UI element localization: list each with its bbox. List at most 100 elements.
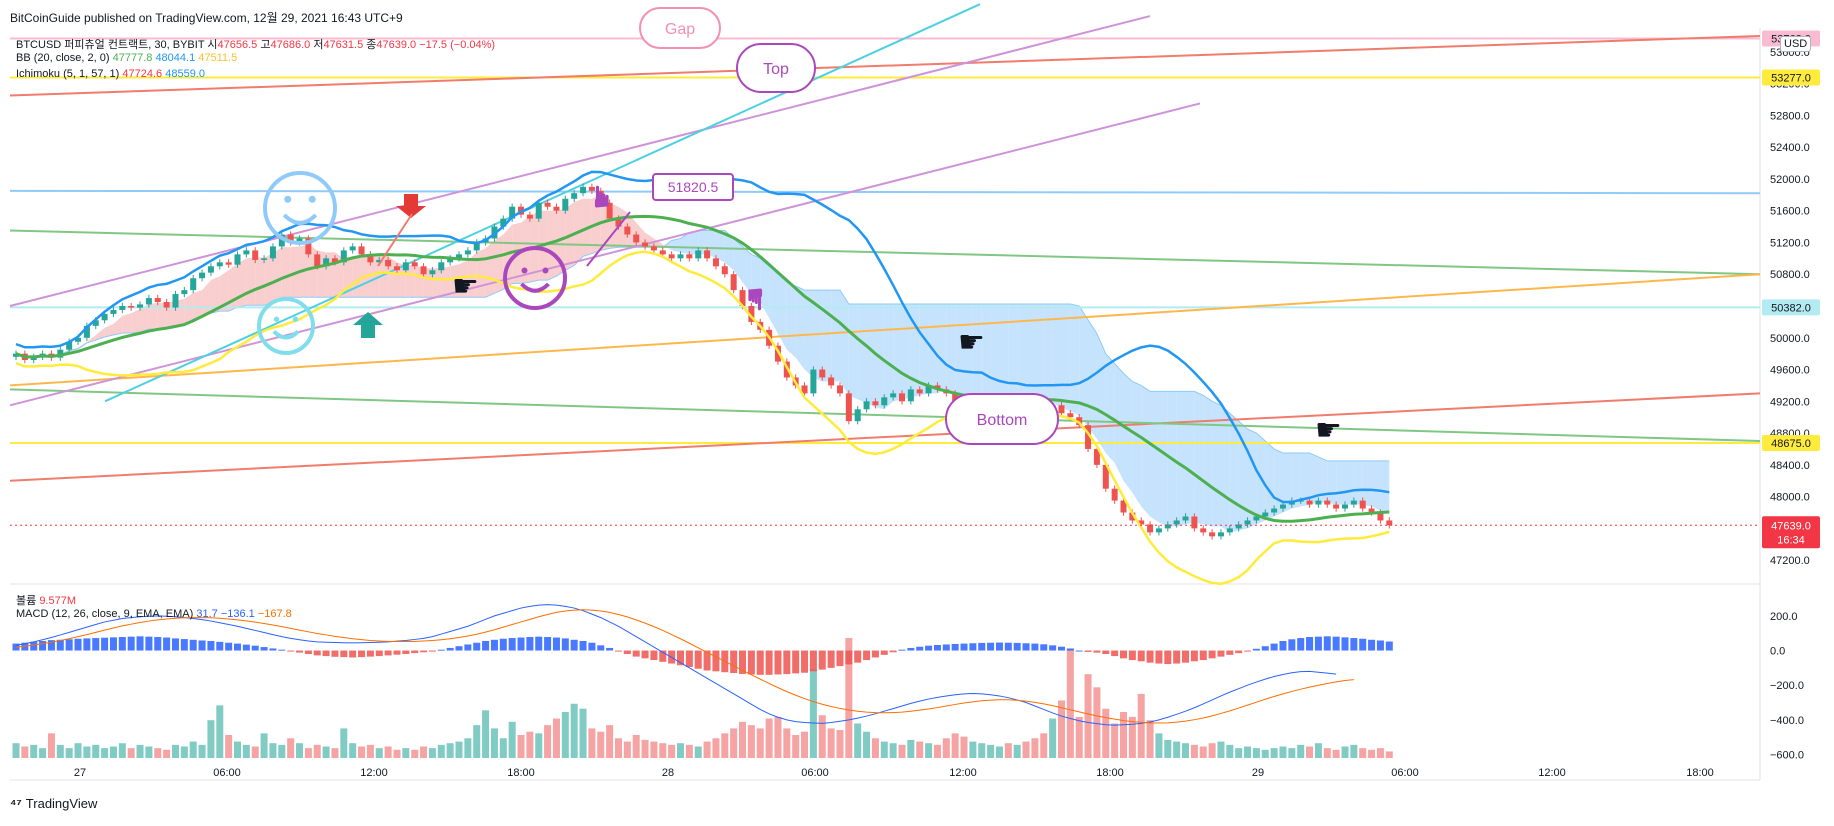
cloud-segment [937, 304, 947, 394]
candle-body [207, 266, 214, 273]
cloud-segment [131, 309, 141, 334]
legend-volume[interactable]: 볼륨 9.577M [16, 592, 76, 608]
low-value: 47631.5 [323, 39, 364, 51]
volume-bar [1022, 741, 1030, 758]
candle-body [712, 258, 719, 267]
macd-hist-bar [1057, 646, 1065, 651]
published-line: BitCoinGuide published on TradingView.co… [10, 11, 403, 25]
cloud-segment [1265, 441, 1275, 521]
volume-bar [801, 731, 809, 758]
candle-body [101, 313, 108, 321]
volume-bar [969, 741, 977, 758]
volume-bar [101, 748, 109, 758]
macd-hist-bar [136, 636, 144, 651]
macd-hist-bar [765, 650, 773, 675]
footer-brand[interactable]: ⁴⁷ TradingView [10, 796, 97, 811]
volume-bar [269, 743, 277, 758]
macd-hist-bar [703, 650, 711, 671]
macd-hist-bar [570, 639, 578, 651]
candle-body [110, 309, 117, 314]
change-value: −17.5 (−0.04%) [419, 39, 496, 51]
candle-body [526, 214, 533, 219]
ichimoku-a-value: 47724.6 [122, 68, 163, 80]
candle-body [269, 246, 276, 259]
macd-hist-bar [756, 650, 764, 675]
candle-body [1164, 524, 1171, 529]
cloud-segment [140, 304, 149, 333]
volume-bar [836, 730, 844, 758]
cloud-segment [396, 262, 406, 298]
macd-hist-bar [641, 650, 649, 659]
cloud-segment [1300, 452, 1310, 507]
price-tick-label: 52000.0 [1770, 174, 1810, 186]
volume-bar [1128, 716, 1136, 758]
cloud-segment [1034, 304, 1044, 404]
cloud-segment [95, 327, 105, 341]
candle-body [119, 306, 126, 310]
cloud-segment [1017, 304, 1027, 402]
macd-hist-bar [1350, 638, 1358, 651]
candle-body [1368, 508, 1375, 513]
candle-body [83, 325, 90, 338]
macd-tick-label: 200.0 [1770, 611, 1798, 623]
candle-body [1271, 508, 1278, 513]
trend-red-bottom [9, 392, 1761, 482]
macd-hist-bar [1376, 640, 1384, 651]
macd-hist-bar [614, 650, 622, 652]
volume-bar [1261, 749, 1269, 758]
high-value: 47686.0 [270, 39, 311, 51]
volume-bar [74, 743, 82, 758]
volume-bar [747, 725, 755, 758]
macd-hist-bar [792, 650, 800, 674]
volume-bar [180, 746, 188, 758]
candle-body [562, 198, 569, 211]
macd-hist-bar [1359, 638, 1367, 651]
candle-body [92, 320, 99, 326]
legend-ichimoku[interactable]: Ichimoku (5, 1, 57, 1) 47724.6 48559.0 [16, 68, 205, 80]
macd-hist-bar [1261, 646, 1269, 651]
macd-hist-bar [322, 650, 330, 657]
volume-bar [287, 738, 295, 758]
volume-bar [12, 743, 20, 758]
cloud-segment [148, 302, 158, 330]
volume-bar [171, 744, 179, 758]
candle-body [916, 389, 923, 394]
bb-label: BB (20, close, 2, 0) [16, 52, 110, 64]
candle-body [1226, 528, 1233, 533]
volume-bar [526, 731, 534, 758]
legend-macd[interactable]: MACD (12, 26, close, 9, EMA, EMA) 31.7 −… [16, 608, 292, 620]
cloud-segment [822, 290, 832, 382]
close-value: 47639.0 [376, 39, 417, 51]
volume-bar [783, 728, 791, 758]
candle-body [642, 242, 649, 247]
macd-hist-bar [304, 650, 312, 654]
macd-hist-bar [1270, 643, 1278, 651]
candle-body [1111, 488, 1118, 501]
currency-button[interactable]: USD [1780, 36, 1812, 52]
macd-hist-bar [960, 643, 968, 651]
candle-body [314, 254, 321, 267]
candle-body [730, 274, 737, 291]
candle-body [1306, 500, 1313, 505]
cloud-segment [1362, 460, 1372, 507]
candle-body [624, 226, 631, 235]
macd-hist-bar [56, 639, 64, 651]
macd-hist-bar [1190, 650, 1198, 662]
bb-up-value: 48044.1 [155, 52, 196, 64]
macd-hist-bar [234, 643, 241, 651]
macd-hist-bar [978, 642, 986, 651]
price-tick-label: 51600.0 [1770, 206, 1810, 218]
volume-bar [889, 743, 897, 758]
macd-hist-bar [269, 648, 277, 651]
candle-body [1350, 500, 1357, 505]
cloud-segment [104, 323, 114, 337]
volume-bar [1297, 744, 1305, 758]
cloud-segment [831, 290, 840, 382]
macd-hist-bar [623, 650, 631, 654]
hline-blue [9, 189, 1761, 195]
time-tick-label: 12:00 [1538, 767, 1566, 779]
legend-bb[interactable]: BB (20, close, 2, 0) 47777.8 48044.1 475… [16, 52, 237, 64]
cloud-segment [999, 304, 1009, 406]
hand-pointer-3-icon: ☛ [737, 286, 772, 313]
